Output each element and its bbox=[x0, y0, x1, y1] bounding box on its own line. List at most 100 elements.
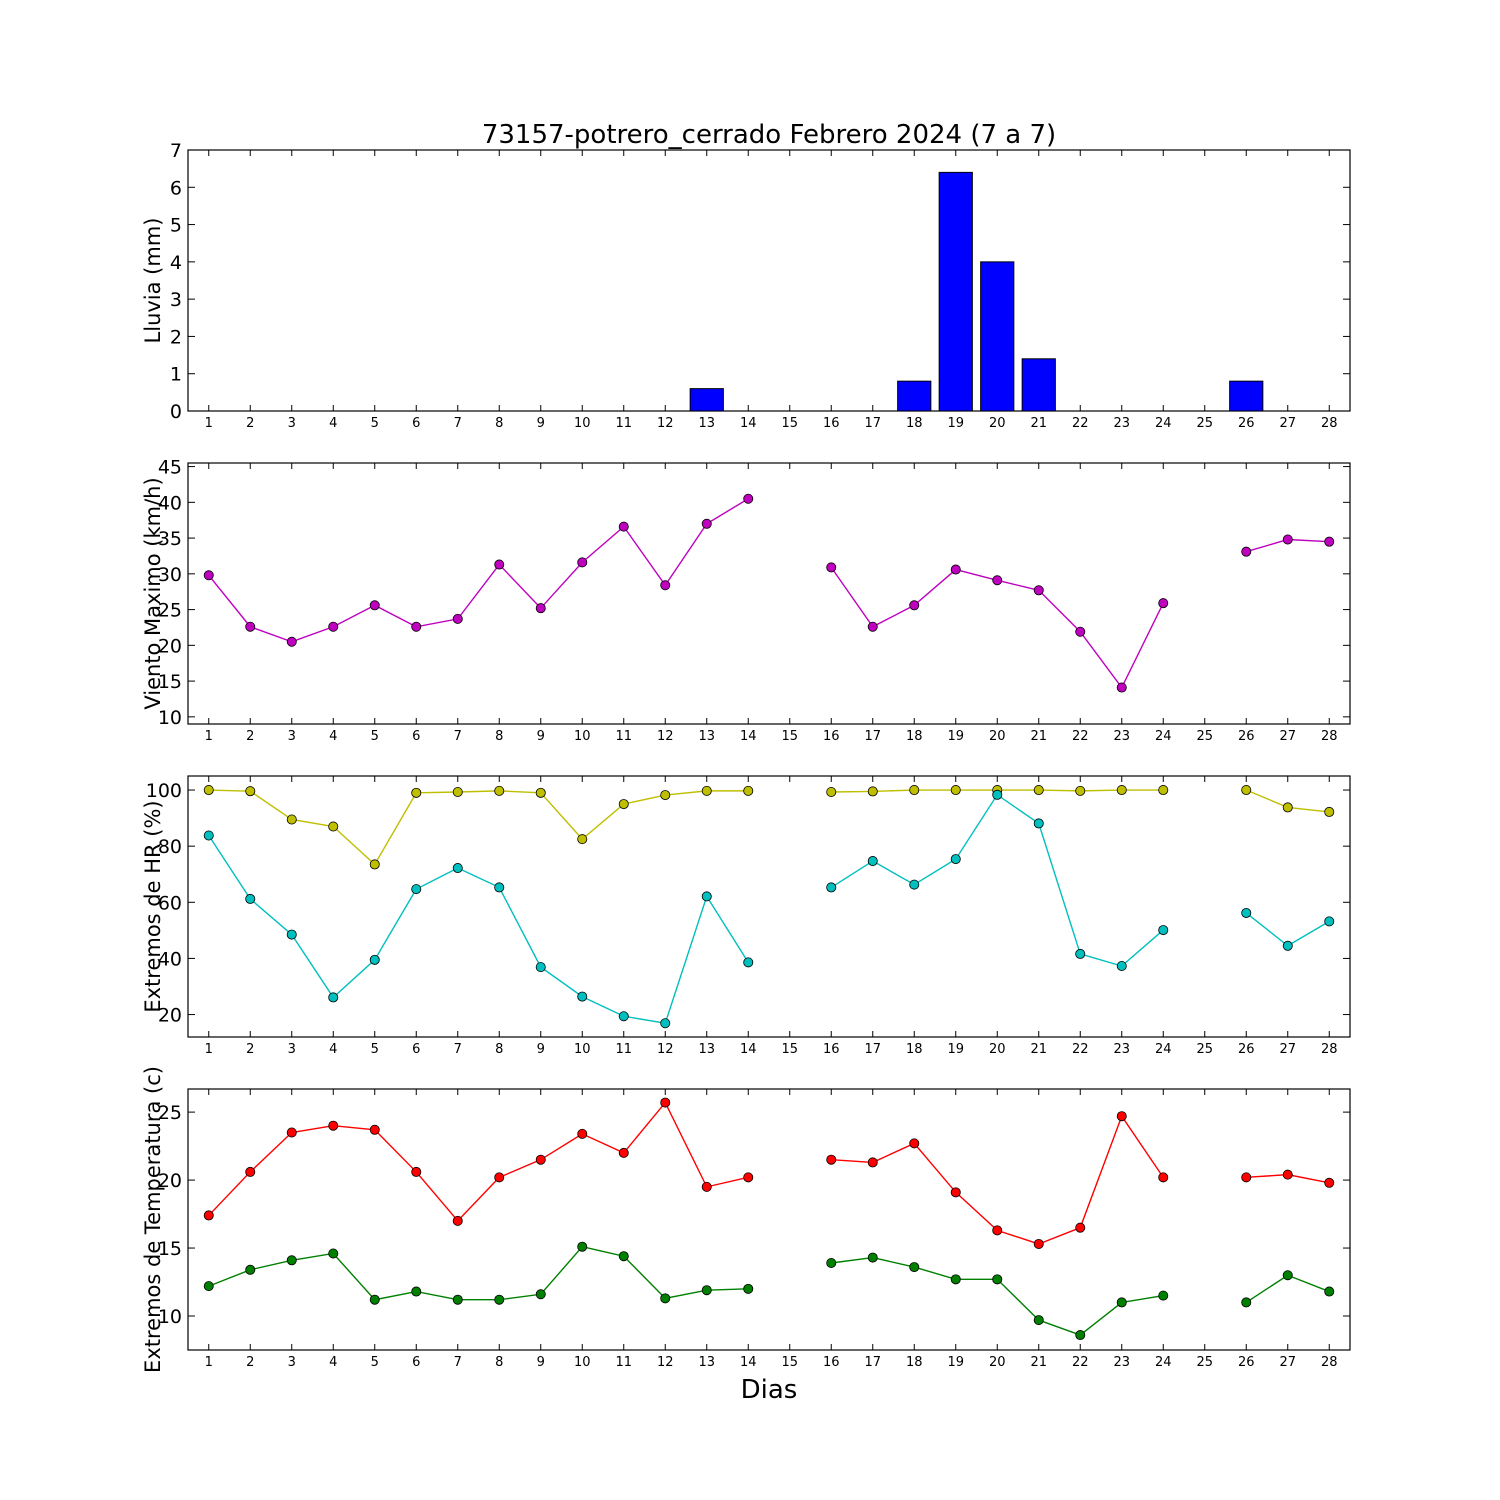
hr-max-point bbox=[743, 785, 754, 796]
wind-max-point bbox=[950, 564, 961, 575]
wind-max-point bbox=[1033, 585, 1044, 596]
hr-min-point bbox=[1116, 960, 1127, 971]
hr-max-point bbox=[535, 787, 546, 798]
x-tick-label: 11 bbox=[615, 416, 632, 431]
x-tick-label: 23 bbox=[1113, 1355, 1130, 1370]
rain-bar bbox=[689, 388, 724, 412]
y-axis-title: Extremos de Temperatura (c) bbox=[141, 1066, 165, 1373]
hr-max-point bbox=[618, 799, 629, 810]
x-tick-label: 16 bbox=[823, 729, 840, 744]
x-tick-label: 11 bbox=[615, 729, 632, 744]
temp-max-point bbox=[950, 1187, 961, 1198]
hr-min-line bbox=[208, 835, 749, 1025]
temp-min-point bbox=[826, 1258, 837, 1269]
hr-max-point bbox=[826, 786, 837, 797]
hr-min-point bbox=[660, 1018, 671, 1029]
temp-min-point bbox=[909, 1262, 920, 1273]
x-tick-label: 12 bbox=[657, 416, 674, 431]
temp-max-point bbox=[743, 1172, 754, 1183]
wind-max-point bbox=[992, 575, 1003, 586]
wind-max-point bbox=[660, 580, 671, 591]
y-tick-label: 1 bbox=[170, 364, 182, 386]
hr-min-line bbox=[830, 793, 1164, 967]
x-tick-label: 24 bbox=[1155, 1355, 1172, 1370]
wind-max-point bbox=[494, 559, 505, 570]
temp-min-point bbox=[369, 1294, 380, 1305]
temp-max-point bbox=[203, 1210, 214, 1221]
hr-max-point bbox=[701, 785, 712, 796]
x-tick-label: 15 bbox=[781, 1042, 798, 1057]
x-tick-label: 12 bbox=[657, 729, 674, 744]
temp-max-point bbox=[826, 1154, 837, 1165]
x-tick-label: 27 bbox=[1279, 1355, 1296, 1370]
x-tick-label: 11 bbox=[615, 1355, 632, 1370]
x-tick-label: 17 bbox=[864, 416, 881, 431]
hr-max-point bbox=[1324, 806, 1335, 817]
temp-max-point bbox=[701, 1181, 712, 1192]
x-tick-label: 27 bbox=[1279, 729, 1296, 744]
temp-max-point bbox=[286, 1127, 297, 1138]
temp-min-point bbox=[867, 1252, 878, 1263]
temp-min-point bbox=[328, 1248, 339, 1259]
wind-max-point bbox=[535, 603, 546, 614]
wind-max-point bbox=[1075, 626, 1086, 637]
x-tick-label: 19 bbox=[947, 1042, 964, 1057]
wind-max-point bbox=[1116, 682, 1127, 693]
temp-min-point bbox=[286, 1255, 297, 1266]
x-tick-label: 7 bbox=[454, 1355, 462, 1370]
x-tick-label: 4 bbox=[329, 729, 337, 744]
y-tick-label: 20 bbox=[158, 1005, 182, 1027]
y-tick-label: 2 bbox=[170, 326, 182, 348]
hr-max-point bbox=[203, 785, 214, 796]
x-tick-label: 23 bbox=[1113, 1042, 1130, 1057]
temp-max-point bbox=[245, 1166, 256, 1177]
x-tick-label: 17 bbox=[864, 729, 881, 744]
y-tick-label: 45 bbox=[158, 457, 182, 479]
y-axis-title: Extremos de HR (%) bbox=[141, 800, 165, 1012]
x-tick-label: 17 bbox=[864, 1355, 881, 1370]
hr-min-point bbox=[618, 1011, 629, 1022]
temp-max-line bbox=[831, 1114, 1164, 1245]
temp-min-point bbox=[1282, 1270, 1293, 1281]
hr-max-point bbox=[1075, 785, 1086, 796]
x-axis-title: Dias bbox=[741, 1375, 798, 1405]
temp-max-point bbox=[1116, 1111, 1127, 1122]
x-tick-label: 9 bbox=[537, 729, 545, 744]
x-tick-label: 25 bbox=[1196, 416, 1213, 431]
hr-max-line bbox=[208, 789, 749, 866]
temp-max-point bbox=[1158, 1172, 1169, 1183]
y-tick-label: 15 bbox=[158, 1238, 182, 1260]
y-axis-title: Lluvia (mm) bbox=[141, 218, 165, 344]
y-tick-label: 60 bbox=[158, 892, 182, 914]
temp-max-point bbox=[369, 1124, 380, 1135]
temp-max-point bbox=[867, 1157, 878, 1168]
wind-max-point bbox=[1241, 546, 1252, 557]
wind-max-point bbox=[1282, 534, 1293, 545]
wind-max-point bbox=[1324, 536, 1335, 547]
temp-min-point bbox=[1116, 1297, 1127, 1308]
x-tick-label: 12 bbox=[657, 1355, 674, 1370]
x-tick-label: 9 bbox=[537, 1355, 545, 1370]
x-tick-label: 22 bbox=[1072, 416, 1089, 431]
x-tick-label: 22 bbox=[1072, 1355, 1089, 1370]
hr-max-point bbox=[245, 786, 256, 797]
wind-max-line bbox=[208, 498, 749, 643]
x-tick-label: 20 bbox=[989, 416, 1006, 431]
x-tick-label: 20 bbox=[989, 1042, 1006, 1057]
y-tick-label: 30 bbox=[158, 564, 182, 586]
rain-bar bbox=[1021, 358, 1056, 412]
x-tick-label: 15 bbox=[781, 729, 798, 744]
x-tick-label: 4 bbox=[329, 1042, 337, 1057]
x-tick-label: 26 bbox=[1238, 729, 1255, 744]
x-tick-label: 16 bbox=[823, 416, 840, 431]
hr-max-point bbox=[867, 786, 878, 797]
hr-min-point bbox=[1158, 925, 1169, 936]
hr-max-point bbox=[909, 785, 920, 796]
x-tick-label: 10 bbox=[574, 729, 591, 744]
temp-min-point bbox=[452, 1294, 463, 1305]
x-tick-label: 2 bbox=[246, 729, 254, 744]
temp-max-line bbox=[208, 1101, 749, 1222]
x-tick-label: 27 bbox=[1279, 416, 1296, 431]
